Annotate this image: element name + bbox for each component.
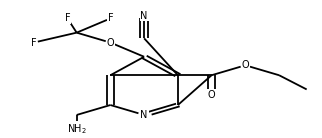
Text: NH$_2$: NH$_2$ xyxy=(67,122,87,136)
Text: O: O xyxy=(242,60,249,70)
Text: F: F xyxy=(108,13,113,23)
Text: N: N xyxy=(140,110,148,120)
Text: N: N xyxy=(140,11,148,21)
Text: O: O xyxy=(208,90,215,100)
Text: F: F xyxy=(65,13,70,23)
Text: O: O xyxy=(107,38,114,48)
Text: F: F xyxy=(31,38,36,48)
